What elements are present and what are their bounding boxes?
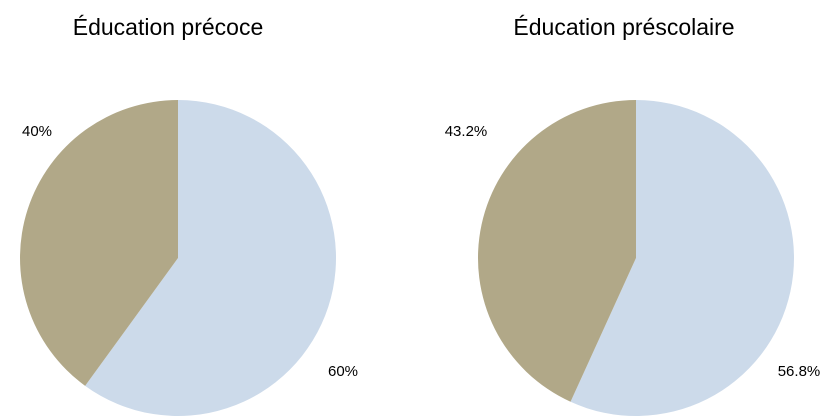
pie-chart-1: Éducation précoce 60% 40% (20, 14, 358, 416)
pie-chart-1-label-1: 60% (328, 363, 358, 380)
pie-chart-2-slice-2 (477, 100, 636, 402)
pie-chart-1-slices (20, 99, 337, 416)
pie-chart-1-slice-2 (20, 100, 178, 386)
pie-chart-1-slice-1 (85, 99, 337, 416)
pie-chart-2-label-2: 43.2% (445, 123, 488, 140)
pie-chart-1-title: Éducation précoce (73, 14, 264, 40)
pie-chart-1-label-2: 40% (22, 123, 52, 140)
pie-chart-2-label-1: 56.8% (778, 363, 821, 380)
pie-chart-2: Éducation préscolaire 56.8% 43.2% (445, 14, 821, 417)
pie-chart-2-slice-1 (570, 100, 794, 417)
pie-chart-2-title: Éducation préscolaire (513, 14, 734, 40)
pie-chart-2-slices (477, 100, 794, 417)
